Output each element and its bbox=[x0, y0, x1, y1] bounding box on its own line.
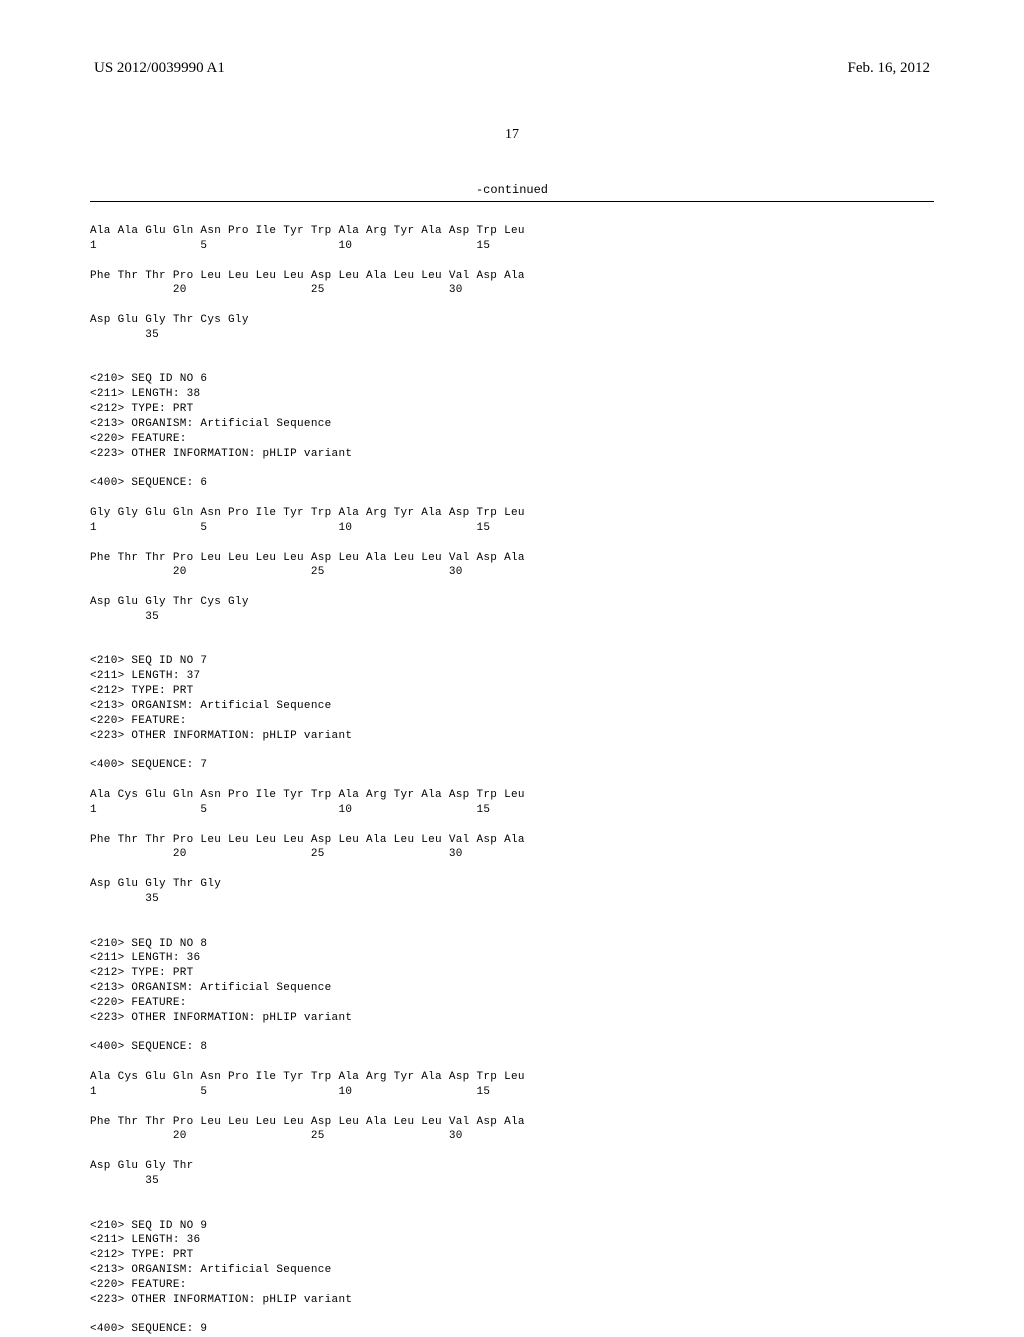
page-header: US 2012/0039990 A1 Feb. 16, 2012 bbox=[90, 60, 934, 77]
publication-number: US 2012/0039990 A1 bbox=[94, 60, 225, 77]
continued-label: -continued bbox=[90, 183, 934, 197]
publication-date: Feb. 16, 2012 bbox=[848, 60, 931, 77]
section-divider bbox=[90, 201, 934, 202]
page-number: 17 bbox=[90, 127, 934, 143]
sequence-listing: Ala Ala Glu Gln Asn Pro Ile Tyr Trp Ala … bbox=[90, 224, 934, 1337]
